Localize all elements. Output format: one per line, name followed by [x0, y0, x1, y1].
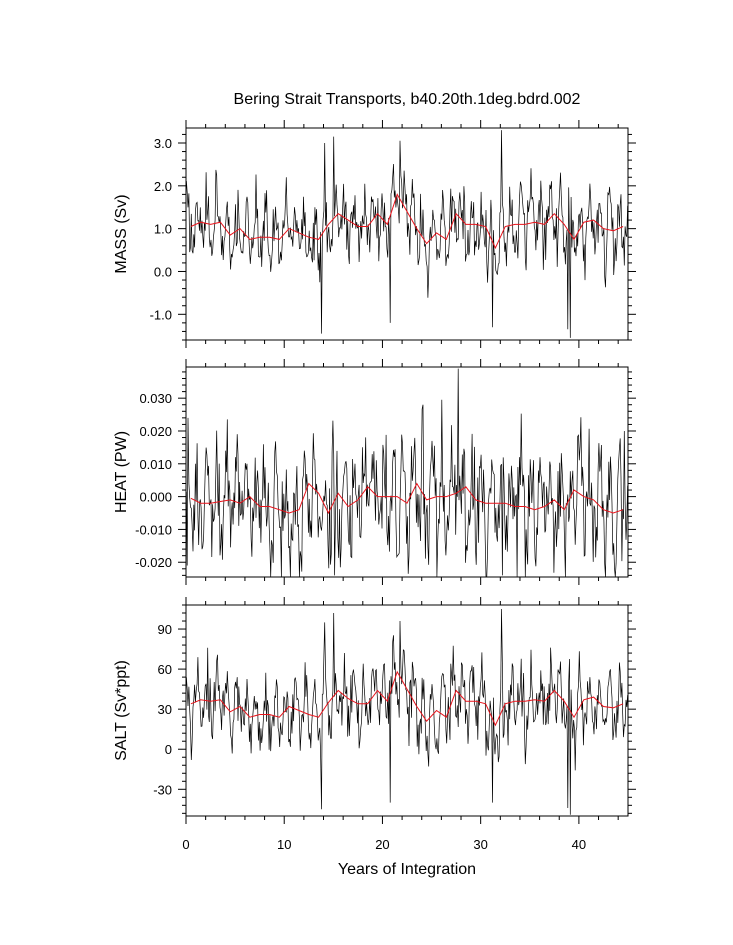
x-tick-label: 0: [182, 837, 189, 852]
annual-mean-line: [190, 482, 624, 515]
x-tick-label: 20: [375, 837, 389, 852]
y-tick-label: 3.0: [154, 136, 172, 151]
x-axis-title: Years of Integration: [338, 861, 476, 878]
x-tick-label: 10: [277, 837, 291, 852]
y-tick-label: 0.020: [139, 424, 172, 439]
monthly-series-line: [186, 130, 628, 338]
monthly-series-line: [186, 368, 628, 578]
chart-title: Bering Strait Transports, b40.20th.1deg.…: [234, 91, 581, 108]
y-axis-title: HEAT (PW): [113, 431, 130, 513]
y-tick-label: -0.020: [135, 555, 172, 570]
y-tick-label: 0.000: [139, 490, 172, 505]
annual-mean-line: [190, 670, 624, 727]
x-tick-label: 40: [572, 837, 586, 852]
annual-mean-line: [190, 193, 624, 250]
y-tick-label: 90: [158, 622, 172, 637]
y-tick-label: 1.0: [154, 222, 172, 237]
y-tick-label: 0: [165, 742, 172, 757]
panel-3: 90 60 30 0 -30 SALT (Sv*ppt) 0 10 20 30 40: [113, 597, 636, 852]
y-tick-label: 0.010: [139, 457, 172, 472]
y-tick-label: 30: [158, 702, 172, 717]
y-tick-label: 0.0: [154, 264, 172, 279]
y-axis-title: MASS (Sv): [113, 194, 130, 273]
y-tick-label: -0.010: [135, 522, 172, 537]
panel-1: 3.0 2.0 1.0 0.0 -1.0 MASS (Sv): [113, 120, 636, 348]
x-tick-label: 30: [473, 837, 487, 852]
panels: 3.0 2.0 1.0 0.0 -1.0 MASS (Sv) 0.030 0.020 0.010…: [113, 120, 636, 852]
plot-frame: [185, 366, 629, 578]
y-tick-label: -1.0: [150, 307, 172, 322]
panel-2: 0.030 0.020 0.010 0.000 -0.010 -0.020 HEAT (PW…: [113, 359, 636, 585]
y-axis-title: SALT (Sv*ppt): [113, 660, 130, 761]
monthly-series-line: [186, 608, 628, 815]
y-tick-label: 2.0: [154, 179, 172, 194]
y-tick-label: 60: [158, 662, 172, 677]
plot-frame: [185, 127, 629, 341]
y-tick-label: -30: [153, 782, 172, 797]
y-tick-label: 0.030: [139, 391, 172, 406]
plot-frame: [185, 604, 629, 817]
